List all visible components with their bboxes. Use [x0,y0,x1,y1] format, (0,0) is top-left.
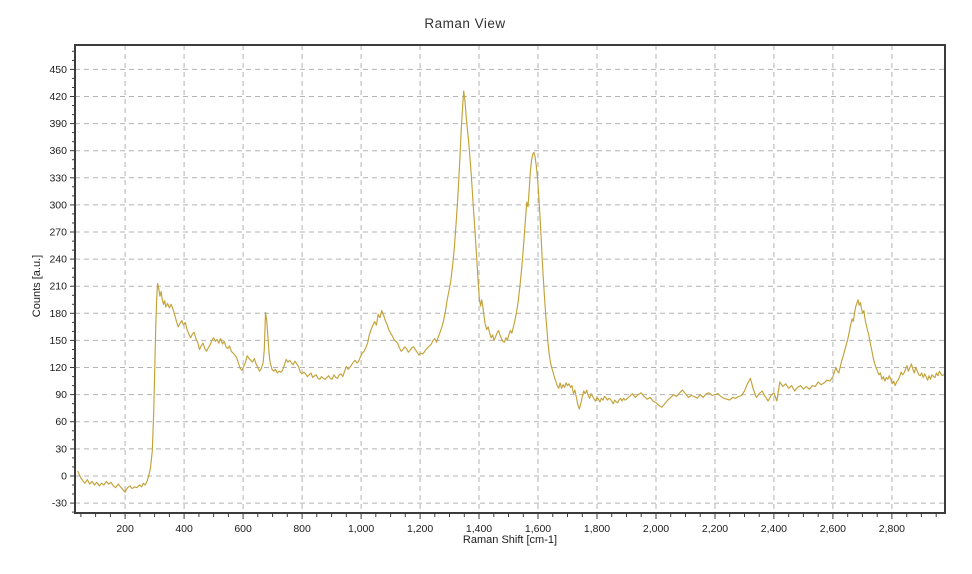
x-tick-label: 1,600 [525,523,551,535]
y-tick-label: 420 [49,91,67,103]
x-tick-label: 200 [116,523,134,535]
x-tick-label: 1,400 [466,523,492,535]
y-tick-label: 30 [55,443,67,455]
y-tick-label: 210 [49,281,67,293]
x-tick-label: 2,400 [761,523,787,535]
y-tick-label: 300 [49,199,67,211]
y-tick-label: 0 [61,471,67,483]
x-axis-label: Raman Shift [cm-1] [462,534,558,546]
y-axis-label: Counts [a.u.] [31,254,43,318]
x-tick-label: 2,000 [643,523,669,535]
spectrum-trace [77,90,945,493]
y-tick-label: 180 [49,308,67,320]
x-tick-label: 1,800 [584,523,610,535]
x-tick-label: 400 [175,523,193,535]
chart-title: Raman View [424,16,506,31]
x-tick-label: 2,600 [820,523,846,535]
x-tick-label: 600 [234,523,252,535]
x-tick-label: 1,200 [407,523,433,535]
x-tick-label: 2,800 [879,523,905,535]
y-tick-label: 270 [49,227,67,239]
plot-frame [74,44,946,514]
y-tick-label: -30 [52,498,67,510]
y-tick-label: 60 [55,416,67,428]
y-tick-label: 90 [55,389,67,401]
y-tick-label: 240 [49,254,67,266]
y-tick-label: 390 [49,118,67,130]
x-tick-label: 2,200 [702,523,728,535]
y-tick-label: 450 [49,64,67,76]
y-tick-label: 120 [49,362,67,374]
y-tick-label: 360 [49,145,67,157]
x-tick-label: 800 [293,523,311,535]
x-tick-label: 1,000 [348,523,374,535]
y-tick-label: 150 [49,335,67,347]
y-tick-label: 330 [49,172,67,184]
